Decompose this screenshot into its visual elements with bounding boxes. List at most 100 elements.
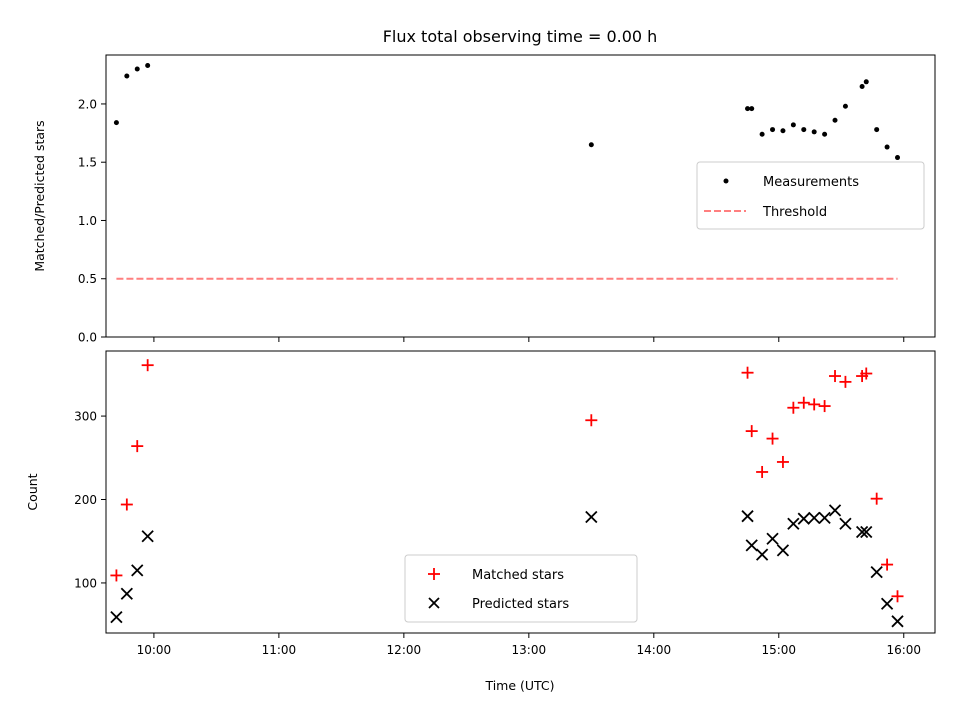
x-tick-label: 14:00 xyxy=(637,643,672,657)
predicted-stars-point xyxy=(787,517,800,530)
measurements-point xyxy=(874,127,880,133)
measurements-point xyxy=(832,117,838,123)
count-y-axis-label: Count xyxy=(25,473,40,510)
ratio-axes: 0.0 0.5 1.0 1.5 2.0 xyxy=(78,97,905,345)
matched-stars-point xyxy=(776,455,789,468)
matched-stars-point xyxy=(787,401,800,414)
legend-label-threshold: Threshold xyxy=(762,205,827,220)
ratio-plot-frame xyxy=(105,54,936,338)
measurements-point xyxy=(822,131,828,137)
measurements-point xyxy=(145,62,151,68)
matched-stars-point xyxy=(881,558,894,571)
measurements-point xyxy=(780,128,786,134)
measurements-point xyxy=(113,120,119,126)
predicted-stars-point xyxy=(828,504,842,517)
matched-stars-point xyxy=(839,375,852,388)
y-tick-label: 1.0 xyxy=(78,214,97,228)
measurements-point xyxy=(801,127,807,133)
y-tick-label: 0.0 xyxy=(78,331,97,345)
predicted-stars-point xyxy=(880,597,894,610)
count-legend: Matched stars Predicted stars xyxy=(404,554,638,623)
legend-marker-matched-stars xyxy=(428,568,440,580)
predicted-stars-point xyxy=(110,611,123,624)
predicted-stars-point xyxy=(797,512,810,525)
matched-stars-point xyxy=(141,359,154,372)
ratio-marks xyxy=(113,62,901,280)
x-tick-label: 13:00 xyxy=(512,643,547,657)
legend-label-matched-stars: Matched stars xyxy=(472,568,564,583)
matched-stars-point xyxy=(120,498,133,511)
predicted-stars-point xyxy=(891,615,904,628)
matched-stars-point xyxy=(745,425,758,438)
y-tick-label: 300 xyxy=(74,410,97,424)
measurements-point xyxy=(895,155,901,161)
measurements-point xyxy=(863,79,869,85)
x-tick-label: 15:00 xyxy=(761,643,796,657)
predicted-stars-point xyxy=(766,532,779,545)
measurements-point xyxy=(842,103,848,109)
count-marks xyxy=(110,359,904,628)
measurements-point xyxy=(759,131,765,137)
measurements-point xyxy=(745,106,751,112)
y-tick-label: 200 xyxy=(74,493,97,507)
predicted-stars-point xyxy=(860,525,873,539)
predicted-stars-point xyxy=(120,587,133,600)
legend-marker-predicted-stars xyxy=(428,597,440,609)
predicted-stars-point xyxy=(585,510,598,524)
measurements-point xyxy=(588,142,594,148)
predicted-stars-point xyxy=(839,517,852,530)
matched-stars-point xyxy=(818,400,831,413)
matched-stars-point xyxy=(870,492,883,505)
y-tick-label: 1.5 xyxy=(78,156,97,170)
count-legend-box xyxy=(404,554,638,623)
legend-label-measurements: Measurements xyxy=(763,175,859,190)
matched-stars-point xyxy=(131,440,144,453)
ratio-y-axis-label: Matched/Predicted stars xyxy=(32,120,47,271)
x-tick-label: 12:00 xyxy=(387,643,422,657)
matched-stars-point xyxy=(860,367,873,380)
predicted-stars-point xyxy=(818,511,831,525)
predicted-stars-point xyxy=(870,565,883,579)
measurements-point xyxy=(749,106,755,112)
matched-stars-point xyxy=(741,366,754,379)
matched-stars-point xyxy=(585,414,598,427)
x-tick-label: 10:00 xyxy=(137,643,172,657)
y-tick-label: 100 xyxy=(74,576,97,590)
measurements-point xyxy=(811,129,817,135)
x-axis-label: Time (UTC) xyxy=(484,678,554,693)
predicted-stars-point xyxy=(741,510,754,523)
ratio-legend-box xyxy=(696,161,925,230)
measurements-point xyxy=(124,73,130,79)
y-tick-label: 0.5 xyxy=(78,272,97,286)
measurements-point xyxy=(770,127,776,133)
count-panel: Count Time (UTC) 10:00 11:00 12:00 13:00 14:… xyxy=(25,350,936,693)
count-axes: 10:00 11:00 12:00 13:00 14:00 15:00 16:00 100 20… xyxy=(74,410,921,657)
matched-stars-point xyxy=(808,398,821,411)
predicted-stars-point xyxy=(745,539,758,552)
predicted-stars-point xyxy=(755,548,769,561)
predicted-stars-point xyxy=(141,530,154,543)
predicted-stars-point xyxy=(131,564,144,577)
matched-stars-point xyxy=(829,370,842,383)
measurements-point xyxy=(134,66,140,72)
predicted-stars-point xyxy=(808,511,821,525)
ratio-legend: Measurements Threshold xyxy=(696,161,925,230)
x-tick-label: 11:00 xyxy=(262,643,297,657)
matched-stars-point xyxy=(797,396,810,409)
legend-marker-measurements xyxy=(723,178,729,184)
predicted-stars-point xyxy=(855,525,869,539)
measurements-point xyxy=(859,83,865,89)
matched-stars-point xyxy=(110,569,123,582)
measurements-point xyxy=(790,122,796,128)
legend-label-predicted-stars: Predicted stars xyxy=(472,597,569,612)
measurements-point xyxy=(884,144,890,150)
y-tick-label: 2.0 xyxy=(78,97,97,111)
ratio-panel: Flux total observing time = 0.00 h Match… xyxy=(32,27,936,345)
count-plot-frame xyxy=(105,350,936,634)
matched-stars-point xyxy=(891,590,904,603)
matched-stars-point xyxy=(766,432,779,445)
predicted-stars-point xyxy=(776,544,790,557)
x-tick-label: 16:00 xyxy=(886,643,921,657)
matched-stars-point xyxy=(756,465,769,478)
